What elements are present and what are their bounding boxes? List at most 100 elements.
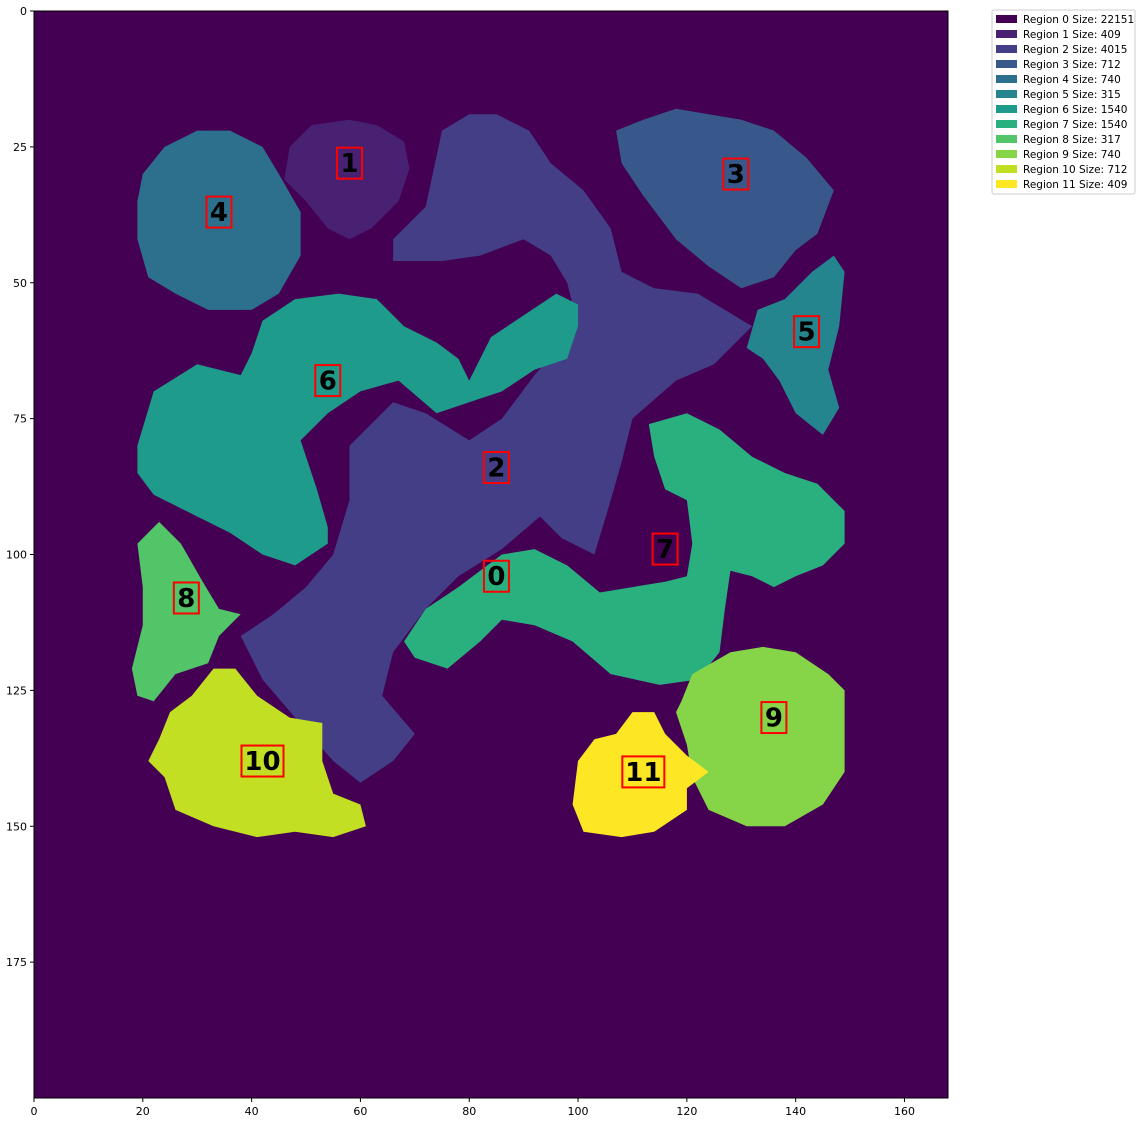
region-0-label-box <box>482 559 510 593</box>
region-2-label-box <box>482 451 510 485</box>
region-9-label-text: 9 <box>765 704 783 734</box>
y-tick-label: 0 <box>20 5 27 18</box>
regions-layer <box>131 108 845 838</box>
x-tick-label: 20 <box>136 1105 150 1118</box>
legend-swatch <box>996 165 1017 173</box>
legend-entry-region-9: Region 9 Size: 740 <box>996 149 1121 161</box>
y-axis: 0 25 50 75 100 125 150 175 <box>6 5 34 969</box>
x-tick-label: 160 <box>894 1105 915 1118</box>
legend-swatch <box>996 90 1017 98</box>
region-3-label-box <box>722 157 750 191</box>
region-6-shape <box>137 293 578 566</box>
legend-entry-region-4: Region 4 Size: 740 <box>996 74 1121 86</box>
legend-swatch <box>996 15 1017 23</box>
legend-label: Region 10 Size: 712 <box>1023 164 1127 176</box>
legend-label: Region 11 Size: 409 <box>1023 179 1127 191</box>
region-11-label-box <box>621 755 666 789</box>
plot-area: 0 1 2 3 4 5 6 7 8 9 10 11 <box>33 10 949 1099</box>
legend-entry-region-10: Region 10 Size: 712 <box>996 164 1127 176</box>
legend-swatch <box>996 30 1017 38</box>
legend-entry-region-5: Region 5 Size: 315 <box>996 89 1121 101</box>
region-1-label-text: 1 <box>341 149 359 179</box>
legend-swatch <box>996 75 1017 83</box>
legend-label: Region 5 Size: 315 <box>1023 89 1121 101</box>
region-8-label-text: 8 <box>177 584 195 614</box>
region-2-label-text: 2 <box>487 454 505 484</box>
region-3-shape <box>616 108 834 289</box>
legend-label: Region 3 Size: 712 <box>1023 59 1121 71</box>
region-9-shape <box>676 646 845 827</box>
legend-label: Region 9 Size: 740 <box>1023 149 1121 161</box>
y-tick-label: 125 <box>6 684 27 697</box>
region-4-label: 4 <box>205 195 233 229</box>
region-1-label-box <box>336 146 364 180</box>
region-10-shape <box>148 668 366 838</box>
legend-swatch <box>996 180 1017 188</box>
region-5-label: 5 <box>793 315 821 349</box>
region-3-label-text: 3 <box>727 160 745 190</box>
region-11-label: 11 <box>621 755 666 789</box>
region-9-label-box <box>760 701 788 735</box>
legend-swatch <box>996 150 1017 158</box>
legend-swatch <box>996 135 1017 143</box>
region-6-label: 6 <box>314 364 342 398</box>
legend-label: Region 8 Size: 317 <box>1023 134 1121 146</box>
legend-label: Region 2 Size: 4015 <box>1023 44 1127 56</box>
region-labels-layer: 0 1 2 3 4 5 6 7 8 9 10 11 <box>172 146 821 789</box>
legend-swatch <box>996 105 1017 113</box>
x-tick-label: 60 <box>353 1105 367 1118</box>
region-1-label: 1 <box>336 146 364 180</box>
region-4-shape <box>137 130 301 310</box>
legend-entry-region-6: Region 6 Size: 1540 <box>996 104 1127 116</box>
legend-entry-region-2: Region 2 Size: 4015 <box>996 44 1127 56</box>
region-10-label-text: 10 <box>244 747 280 777</box>
legend-swatch <box>996 45 1017 53</box>
region-2-shape <box>240 114 753 783</box>
region-5-label-box <box>793 315 821 349</box>
legend-entry-region-7: Region 7 Size: 1540 <box>996 119 1127 131</box>
region-2-label: 2 <box>482 451 510 485</box>
region-5-shape <box>746 255 845 435</box>
x-tick-label: 0 <box>31 1105 38 1118</box>
region-10-label-box <box>240 744 285 778</box>
legend-entry-region-11: Region 11 Size: 409 <box>996 179 1127 191</box>
x-tick-label: 80 <box>462 1105 476 1118</box>
legend-swatch <box>996 60 1017 68</box>
region-5-label-text: 5 <box>798 318 816 348</box>
legend-label: Region 0 Size: 22151 <box>1023 14 1134 26</box>
legend-frame <box>991 9 1136 195</box>
legend-entry-region-1: Region 1 Size: 409 <box>996 29 1121 41</box>
x-axis: 0 20 40 60 80 100 120 140 160 <box>31 1098 915 1118</box>
region-4-label-text: 4 <box>210 198 228 228</box>
x-tick-label: 40 <box>245 1105 259 1118</box>
region-8-label-box <box>172 581 200 615</box>
legend-label: Region 4 Size: 740 <box>1023 74 1121 86</box>
region-7-shape <box>404 413 845 685</box>
x-tick-label: 120 <box>676 1105 697 1118</box>
region-7-label-text: 7 <box>656 535 674 565</box>
region-11-shape <box>572 712 709 838</box>
region-9-label: 9 <box>760 701 788 735</box>
region-7-label: 7 <box>651 532 679 566</box>
x-tick-label: 140 <box>785 1105 806 1118</box>
legend-entry-region-8: Region 8 Size: 317 <box>996 134 1121 146</box>
y-tick-label: 100 <box>6 549 27 562</box>
legend: Region 0 Size: 22151 Region 1 Size: 409 Re… <box>991 9 1136 195</box>
y-tick-label: 25 <box>13 141 27 154</box>
legend-entry-region-0: Region 0 Size: 22151 <box>996 14 1134 26</box>
legend-entry-region-3: Region 3 Size: 712 <box>996 59 1121 71</box>
region-3-label: 3 <box>722 157 750 191</box>
region-8-shape <box>131 521 241 702</box>
region-6-label-box <box>314 364 342 398</box>
region-10-label: 10 <box>240 744 285 778</box>
region-7-label-box <box>651 532 679 566</box>
region-6-label-text: 6 <box>319 367 337 397</box>
x-tick-label: 100 <box>568 1105 589 1118</box>
region-11-label-text: 11 <box>625 758 661 788</box>
region-0-label: 0 <box>482 559 510 593</box>
legend-swatch <box>996 120 1017 128</box>
y-tick-label: 75 <box>13 413 27 426</box>
region-4-label-box <box>205 195 233 229</box>
region-8-label: 8 <box>172 581 200 615</box>
y-tick-label: 50 <box>13 277 27 290</box>
